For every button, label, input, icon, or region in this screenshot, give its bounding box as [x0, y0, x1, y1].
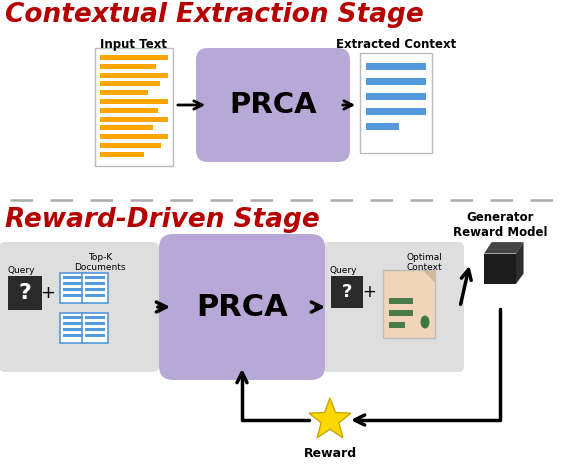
FancyBboxPatch shape	[100, 99, 168, 104]
FancyBboxPatch shape	[100, 108, 158, 113]
FancyBboxPatch shape	[100, 81, 160, 87]
Text: Top-K
Documents: Top-K Documents	[74, 253, 126, 272]
FancyBboxPatch shape	[85, 281, 105, 285]
Text: PRCA: PRCA	[229, 91, 317, 119]
FancyBboxPatch shape	[196, 48, 350, 162]
FancyBboxPatch shape	[63, 322, 83, 325]
FancyBboxPatch shape	[85, 322, 105, 325]
Text: PRCA: PRCA	[196, 292, 288, 322]
FancyBboxPatch shape	[85, 334, 105, 337]
FancyBboxPatch shape	[85, 287, 105, 291]
FancyBboxPatch shape	[100, 55, 168, 60]
FancyBboxPatch shape	[0, 242, 159, 372]
FancyBboxPatch shape	[100, 64, 156, 69]
FancyBboxPatch shape	[389, 310, 413, 315]
FancyBboxPatch shape	[366, 93, 426, 100]
FancyBboxPatch shape	[100, 152, 144, 157]
FancyBboxPatch shape	[366, 108, 426, 115]
FancyBboxPatch shape	[322, 242, 464, 372]
FancyBboxPatch shape	[360, 53, 432, 153]
FancyBboxPatch shape	[82, 273, 108, 303]
Text: Extracted Context: Extracted Context	[336, 38, 456, 51]
Text: Query: Query	[7, 266, 35, 275]
FancyBboxPatch shape	[85, 293, 105, 297]
Text: Optimal
Context: Optimal Context	[406, 253, 442, 272]
Ellipse shape	[421, 315, 430, 329]
FancyBboxPatch shape	[63, 334, 83, 337]
FancyBboxPatch shape	[389, 322, 404, 328]
FancyBboxPatch shape	[95, 48, 173, 166]
Text: Reward-Driven Stage: Reward-Driven Stage	[5, 207, 320, 233]
FancyBboxPatch shape	[63, 281, 83, 285]
FancyBboxPatch shape	[63, 276, 83, 279]
FancyBboxPatch shape	[100, 90, 148, 95]
Text: Reward: Reward	[303, 447, 357, 460]
Text: +: +	[41, 284, 55, 302]
Polygon shape	[484, 242, 524, 254]
FancyBboxPatch shape	[366, 123, 399, 130]
FancyBboxPatch shape	[85, 328, 105, 331]
Text: ?: ?	[19, 283, 31, 303]
FancyBboxPatch shape	[100, 134, 168, 139]
FancyBboxPatch shape	[159, 234, 325, 380]
Text: Query: Query	[329, 266, 357, 275]
FancyBboxPatch shape	[63, 293, 83, 297]
FancyBboxPatch shape	[60, 273, 86, 303]
Text: Input Text: Input Text	[101, 38, 168, 51]
FancyBboxPatch shape	[82, 313, 108, 343]
Polygon shape	[423, 270, 435, 282]
FancyBboxPatch shape	[60, 313, 86, 343]
FancyBboxPatch shape	[85, 315, 105, 319]
Text: +: +	[362, 283, 376, 301]
Polygon shape	[309, 398, 351, 438]
FancyBboxPatch shape	[331, 276, 363, 308]
FancyBboxPatch shape	[383, 270, 435, 338]
FancyBboxPatch shape	[100, 117, 168, 122]
FancyBboxPatch shape	[63, 287, 83, 291]
Polygon shape	[484, 254, 516, 284]
FancyBboxPatch shape	[100, 143, 161, 148]
FancyBboxPatch shape	[366, 78, 426, 85]
FancyBboxPatch shape	[8, 276, 42, 310]
Text: Generator
Reward Model: Generator Reward Model	[453, 211, 547, 239]
FancyBboxPatch shape	[85, 276, 105, 279]
FancyBboxPatch shape	[366, 63, 426, 70]
Text: Contextual Extraction Stage: Contextual Extraction Stage	[5, 2, 424, 28]
Polygon shape	[516, 242, 524, 284]
Text: ?: ?	[342, 283, 352, 301]
FancyBboxPatch shape	[100, 73, 168, 78]
FancyBboxPatch shape	[100, 125, 153, 131]
FancyBboxPatch shape	[389, 298, 413, 304]
FancyBboxPatch shape	[63, 328, 83, 331]
FancyBboxPatch shape	[63, 315, 83, 319]
